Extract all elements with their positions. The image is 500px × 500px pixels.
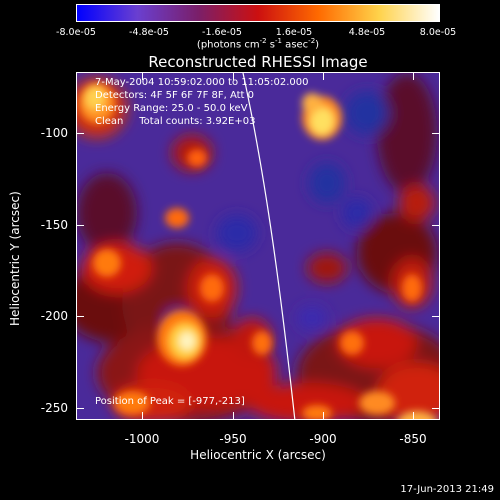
- x-tick-mark: [323, 412, 324, 420]
- timestamp: 17-Jun-2013 21:49: [400, 484, 494, 495]
- x-tick-mark: [142, 412, 143, 420]
- peak-position: Position of Peak = [-977,-213]: [95, 396, 245, 407]
- colorbar: [76, 4, 440, 22]
- y-tick-mark: [76, 133, 84, 134]
- info-detectors: Detectors: 4F 5F 6F 7F 8F, Att 0: [95, 90, 255, 101]
- solar-limb: [242, 73, 296, 419]
- x-tick-mark: [413, 72, 414, 80]
- y-tick-mark: [76, 316, 84, 317]
- y-axis-label: Heliocentric Y (arcsec): [8, 191, 22, 326]
- colorbar-tick-label: -1.6e-05: [202, 27, 242, 38]
- rhessi-image: 7-May-2004 10:59:02.000 to 11:05:02.000 …: [76, 72, 440, 420]
- y-tick-label: -250: [40, 401, 68, 415]
- colorbar-tick-label: 4.8e-05: [348, 27, 386, 38]
- x-axis-label: Heliocentric X (arcsec): [190, 448, 326, 462]
- y-tick-mark: [76, 225, 84, 226]
- x-tick-mark: [413, 412, 414, 420]
- x-tick-label: -900: [309, 432, 337, 446]
- x-tick-mark: [323, 72, 324, 80]
- info-clean-counts: Clean Total counts: 3.92E+03: [95, 116, 256, 127]
- x-tick-mark: [233, 412, 234, 420]
- x-tick-label: -850: [399, 432, 427, 446]
- plot-title: Reconstructed RHESSI Image: [148, 53, 368, 71]
- x-tick-mark: [233, 72, 234, 80]
- y-tick-label: -100: [40, 126, 68, 140]
- colorbar-tick-label: -8.0e-05: [56, 27, 96, 38]
- rhessi-image-graphic: [77, 73, 439, 419]
- x-tick-label: -1000: [124, 432, 160, 446]
- y-tick-mark: [432, 316, 440, 317]
- y-tick-mark: [432, 225, 440, 226]
- info-time-range: 7-May-2004 10:59:02.000 to 11:05:02.000: [95, 77, 309, 88]
- x-tick-mark: [142, 72, 143, 80]
- colorbar-tick-label: 1.6e-05: [275, 27, 313, 38]
- y-tick-mark: [432, 133, 440, 134]
- colorbar-tick-label: -4.8e-05: [129, 27, 169, 38]
- colorbar-units: (photons cm-2 s-1 asec-2): [196, 37, 320, 51]
- x-tick-label: -950: [219, 432, 247, 446]
- info-energy-range: Energy Range: 25.0 - 50.0 keV: [95, 103, 248, 114]
- y-tick-mark: [432, 408, 440, 409]
- colorbar-tick-label: 8.0e-05: [419, 27, 457, 38]
- y-tick-label: -200: [40, 309, 68, 323]
- y-tick-mark: [76, 408, 84, 409]
- y-tick-label: -150: [40, 218, 68, 232]
